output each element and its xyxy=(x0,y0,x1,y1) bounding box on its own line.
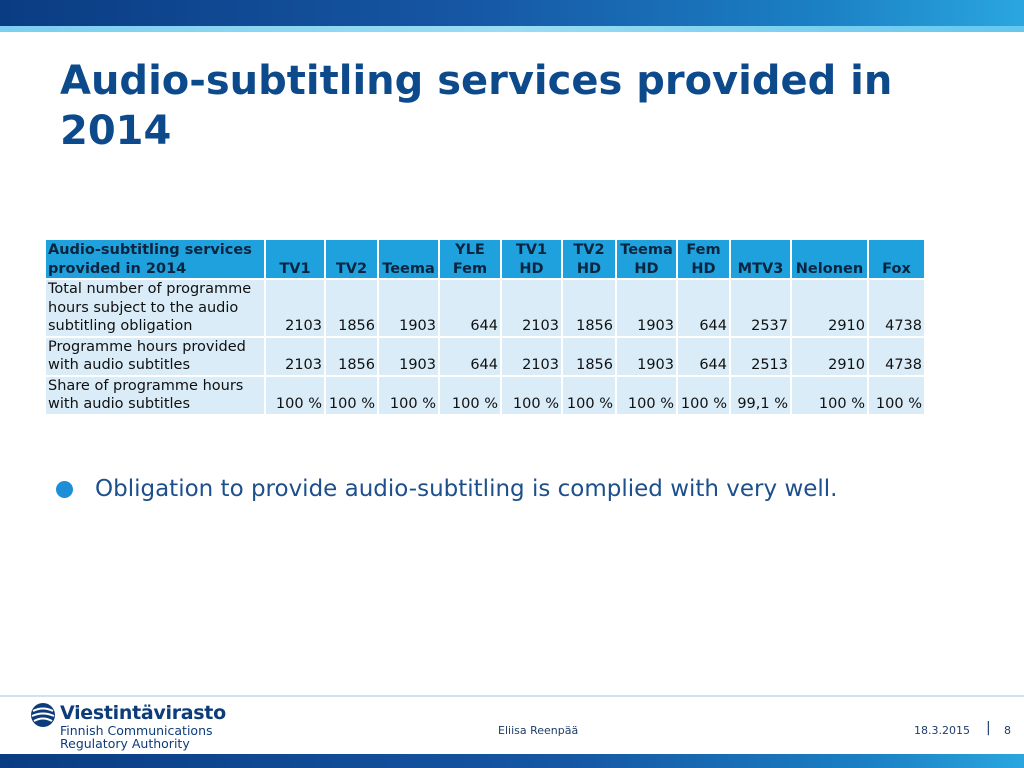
column-header: Fem HD xyxy=(678,240,729,278)
table-cell: 2513 xyxy=(731,337,790,375)
column-header-line2: Fem xyxy=(452,260,488,277)
bottom-banner xyxy=(0,754,1024,768)
column-header-line2: TV2 xyxy=(335,260,368,277)
table-cell: 2910 xyxy=(792,280,867,336)
table-cell: 100 % xyxy=(869,376,924,414)
table-cell: 2103 xyxy=(266,337,324,375)
footer-date: 18.3.2015 xyxy=(914,724,970,737)
table-cell: 100 % xyxy=(792,376,867,414)
table-cell: 1856 xyxy=(563,337,615,375)
bullet-item: Obligation to provide audio-subtitling i… xyxy=(56,476,838,502)
row-label: Programme hours provided with audio subt… xyxy=(46,337,264,375)
footer-author: Eliisa Reenpää xyxy=(498,724,579,737)
table-cell: 2103 xyxy=(502,337,561,375)
table-cell: 2103 xyxy=(266,280,324,336)
logo-name: Viestintävirasto xyxy=(60,702,226,724)
table-cell: 100 % xyxy=(502,376,561,414)
row-label: Total number of programme hours subject … xyxy=(46,280,264,336)
table-cell: 2910 xyxy=(792,337,867,375)
table-cell: 644 xyxy=(678,280,729,336)
table-cell: 4738 xyxy=(869,337,924,375)
column-header-line2: TV1 xyxy=(279,260,311,277)
table-header-label: Audio-subtitling services provided in 20… xyxy=(46,240,264,278)
table-cell: 100 % xyxy=(617,376,676,414)
table-row: Total number of programme hours subject … xyxy=(46,280,924,336)
column-header-line2: HD xyxy=(634,260,659,277)
table-cell: 1903 xyxy=(379,337,438,375)
column-header: TV2 HD xyxy=(563,240,615,278)
logo-subtitle-line1: Finnish Communications xyxy=(60,723,213,738)
slide-title: Audio-subtitling services provided in 20… xyxy=(60,58,893,154)
column-header: Teema xyxy=(379,240,438,278)
column-header-line1: Fem xyxy=(686,242,721,258)
column-header-line2: MTV3 xyxy=(737,260,784,277)
column-header-line2: Nelonen xyxy=(795,260,864,277)
column-header-line2: Fox xyxy=(882,260,911,277)
column-header-line1: TV2 xyxy=(573,242,605,258)
table-cell: 100 % xyxy=(266,376,324,414)
table-cell: 1903 xyxy=(379,280,438,336)
column-header-line2: HD xyxy=(519,260,544,277)
column-header-line1: Teema xyxy=(620,242,673,258)
table-cell: 644 xyxy=(440,280,500,336)
table-cell: 644 xyxy=(678,337,729,375)
table-cell: 100 % xyxy=(678,376,729,414)
column-header: Fox xyxy=(869,240,924,278)
table-header-row: Audio-subtitling services provided in 20… xyxy=(46,240,924,278)
row-label: Share of programme hours with audio subt… xyxy=(46,376,264,414)
column-header-line2: HD xyxy=(576,260,602,277)
bullet-text: Obligation to provide audio-subtitling i… xyxy=(95,476,838,502)
table-cell: 1856 xyxy=(326,280,377,336)
table-cell: 100 % xyxy=(563,376,615,414)
table-row: Share of programme hours with audio subt… xyxy=(46,376,924,414)
page-number: 8 xyxy=(1004,724,1011,737)
agency-logo: Viestintävirasto Finnish Communications … xyxy=(30,702,226,750)
table-cell: 1903 xyxy=(617,337,676,375)
column-header-line2: HD xyxy=(691,260,716,277)
table-cell: 1856 xyxy=(563,280,615,336)
column-header: TV1 HD xyxy=(502,240,561,278)
table-cell: 1856 xyxy=(326,337,377,375)
column-header: MTV3 xyxy=(731,240,790,278)
table-cell: 100 % xyxy=(440,376,500,414)
column-header-line2: Teema xyxy=(382,260,435,277)
logo-subtitle-line2: Regulatory Authority xyxy=(60,736,190,751)
table-cell: 644 xyxy=(440,337,500,375)
column-header-line1: YLE xyxy=(455,242,485,258)
table-cell: 100 % xyxy=(326,376,377,414)
column-header: Teema HD xyxy=(617,240,676,278)
table-row: Programme hours provided with audio subt… xyxy=(46,337,924,375)
table-cell: 2103 xyxy=(502,280,561,336)
column-header-line1: TV1 xyxy=(515,242,548,258)
table-cell: 1903 xyxy=(617,280,676,336)
table-cell: 4738 xyxy=(869,280,924,336)
bullet-icon xyxy=(56,480,73,498)
audio-subtitling-table: Audio-subtitling services provided in 20… xyxy=(44,238,926,416)
globe-icon xyxy=(31,703,55,727)
column-header: TV1 xyxy=(266,240,324,278)
footer-divider xyxy=(0,695,1024,697)
top-accent-stripe xyxy=(0,26,1024,32)
table-cell: 2537 xyxy=(731,280,790,336)
column-header: TV2 xyxy=(326,240,377,278)
table-cell: 99,1 % xyxy=(731,376,790,414)
footer-separator: | xyxy=(986,720,991,736)
table-cell: 100 % xyxy=(379,376,438,414)
column-header: Nelonen xyxy=(792,240,867,278)
column-header: YLE Fem xyxy=(440,240,500,278)
top-banner xyxy=(0,0,1024,26)
